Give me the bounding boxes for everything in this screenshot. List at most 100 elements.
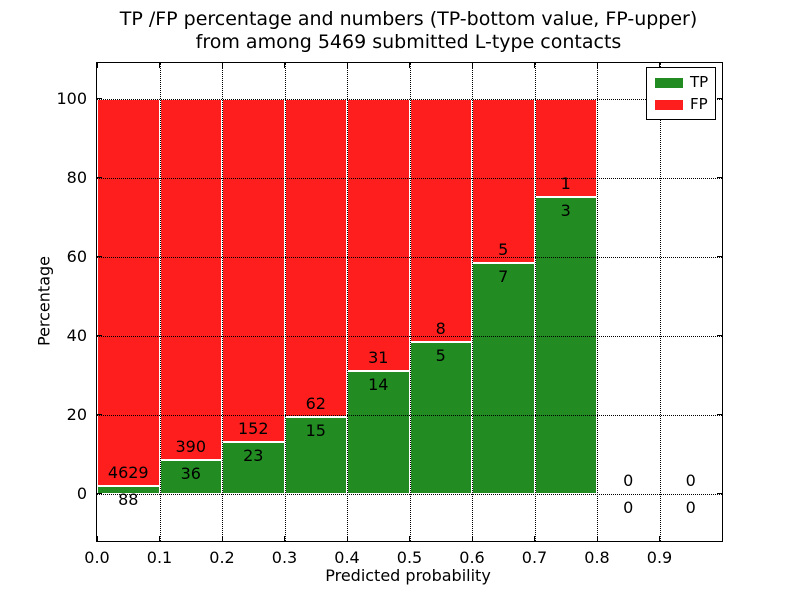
fp-bar bbox=[409, 98, 472, 342]
fp-count-label: 1 bbox=[560, 174, 571, 194]
legend-entry-tp: TP bbox=[655, 73, 709, 91]
y-tick bbox=[717, 414, 722, 416]
y-tick bbox=[97, 98, 102, 100]
tp-count-label: 14 bbox=[368, 374, 389, 394]
tp-bar bbox=[534, 197, 597, 494]
y-tick-label: 60 bbox=[66, 246, 87, 266]
tp-count-label: 88 bbox=[118, 490, 139, 510]
tp-bar bbox=[222, 441, 285, 494]
x-axis-label: Predicted probability bbox=[325, 566, 491, 585]
fp-bar bbox=[347, 98, 410, 371]
fp-bar bbox=[472, 98, 535, 264]
fp-legend-label: FP bbox=[690, 95, 708, 113]
x-gridline bbox=[659, 63, 661, 541]
tp-count-label: 15 bbox=[305, 420, 326, 440]
y-tick-label: 40 bbox=[66, 325, 87, 345]
x-tick bbox=[534, 536, 535, 541]
fp-bar bbox=[284, 98, 347, 417]
fp-count-label: 31 bbox=[368, 347, 389, 367]
x-tick bbox=[221, 63, 223, 68]
y-tick bbox=[97, 256, 102, 258]
tp-count-label: 0 bbox=[623, 497, 634, 517]
y-tick-label: 20 bbox=[66, 404, 87, 424]
x-tick-label: 0.6 bbox=[459, 548, 485, 567]
y-tick bbox=[717, 177, 722, 179]
x-tick bbox=[596, 63, 598, 68]
x-tick bbox=[409, 63, 410, 68]
chart-title-line1: TP /FP percentage and numbers (TP-bottom… bbox=[119, 8, 698, 30]
x-tick bbox=[534, 63, 535, 68]
legend: TP FP bbox=[646, 67, 716, 120]
x-tick bbox=[221, 536, 223, 541]
x-gridline bbox=[534, 63, 536, 541]
tp-legend-label: TP bbox=[690, 73, 709, 91]
x-tick-label: 0.5 bbox=[396, 548, 423, 567]
fp-count-label: 5 bbox=[498, 240, 509, 260]
legend-entry-fp: FP bbox=[655, 95, 708, 113]
x-tick bbox=[659, 63, 660, 68]
x-tick bbox=[596, 536, 598, 541]
x-tick bbox=[346, 63, 348, 68]
x-tick bbox=[346, 536, 348, 541]
x-tick-label: 0.7 bbox=[521, 548, 548, 567]
x-gridline bbox=[347, 63, 348, 541]
x-tick-label: 0.2 bbox=[209, 548, 235, 567]
x-tick bbox=[471, 63, 473, 68]
y-tick bbox=[97, 177, 102, 179]
tp-count-label: 36 bbox=[180, 464, 201, 484]
tp-bar bbox=[159, 460, 222, 494]
x-tick-label: 0.4 bbox=[334, 548, 360, 567]
y-tick-label: 100 bbox=[56, 88, 87, 108]
y-tick bbox=[717, 493, 722, 495]
fp-count-label: 152 bbox=[237, 418, 269, 438]
tp-bar bbox=[472, 263, 535, 494]
tp-legend-swatch bbox=[655, 77, 683, 88]
y-tick bbox=[717, 256, 722, 258]
tp-bar bbox=[97, 486, 160, 494]
x-tick-label: 0.3 bbox=[271, 548, 298, 567]
x-gridline bbox=[159, 63, 161, 541]
y-tick bbox=[97, 414, 102, 416]
fp-count-label: 0 bbox=[623, 470, 634, 490]
y-tick-label: 80 bbox=[66, 167, 87, 187]
x-gridline bbox=[222, 63, 223, 541]
fp-count-label: 4629 bbox=[107, 463, 149, 483]
y-tick bbox=[717, 335, 722, 337]
fp-count-label: 390 bbox=[175, 437, 207, 457]
x-tick-label: 0.1 bbox=[146, 548, 173, 567]
x-tick bbox=[96, 63, 98, 68]
x-tick bbox=[284, 63, 285, 68]
fp-bar bbox=[159, 98, 222, 461]
y-tick bbox=[97, 335, 102, 337]
y-tick bbox=[717, 98, 722, 100]
y-tick-label: 0 bbox=[76, 483, 87, 503]
fp-bar bbox=[97, 98, 160, 487]
tp-count-label: 5 bbox=[435, 345, 446, 365]
x-tick bbox=[659, 536, 660, 541]
chart-title-line2: from among 5469 submitted L-type contact… bbox=[195, 31, 622, 53]
tp-count-label: 23 bbox=[243, 445, 264, 465]
x-gridline bbox=[472, 63, 473, 541]
fp-bar bbox=[222, 98, 285, 442]
chart-title: TP /FP percentage and numbers (TP-bottom… bbox=[96, 8, 721, 54]
x-gridline bbox=[409, 63, 411, 541]
x-gridline bbox=[597, 63, 598, 541]
y-tick bbox=[97, 493, 102, 495]
fp-count-label: 0 bbox=[685, 470, 696, 490]
x-tick bbox=[159, 536, 160, 541]
x-tick-label: 0.9 bbox=[646, 548, 673, 567]
x-tick bbox=[471, 536, 473, 541]
tp-count-label: 0 bbox=[685, 497, 696, 517]
tp-count-label: 7 bbox=[498, 267, 509, 287]
x-tick-label: 0.8 bbox=[584, 548, 610, 567]
plot-area: TP FP 0 20 40 60 80 100 0.0 0.1 0.2 0.3 0.4 0.5 0.6 0… bbox=[56, 62, 723, 567]
x-tick bbox=[159, 63, 160, 68]
x-gridline bbox=[284, 63, 286, 541]
x-tick bbox=[284, 536, 285, 541]
tp-count-label: 3 bbox=[560, 201, 571, 221]
x-tick bbox=[96, 536, 98, 541]
fp-count-label: 8 bbox=[435, 318, 446, 338]
x-tick-label: 0.0 bbox=[84, 548, 110, 567]
fp-count-label: 62 bbox=[305, 393, 326, 413]
